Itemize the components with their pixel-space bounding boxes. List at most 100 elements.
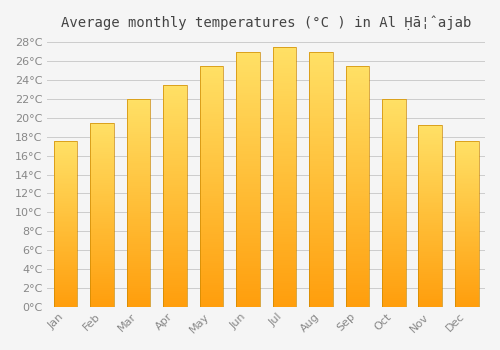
Bar: [200, 275, 224, 278]
Bar: [200, 287, 224, 290]
Bar: [236, 189, 260, 192]
Bar: [418, 229, 442, 231]
Bar: [382, 128, 406, 130]
Bar: [54, 232, 78, 234]
Bar: [455, 234, 478, 236]
Bar: [272, 68, 296, 70]
Bar: [236, 154, 260, 156]
Bar: [272, 260, 296, 262]
Bar: [126, 190, 150, 192]
Bar: [163, 134, 187, 136]
Bar: [346, 273, 369, 275]
Bar: [418, 258, 442, 260]
Bar: [163, 242, 187, 245]
Bar: [346, 90, 369, 92]
Bar: [54, 259, 78, 260]
Bar: [163, 85, 187, 307]
Bar: [54, 164, 78, 166]
Bar: [382, 242, 406, 244]
Bar: [54, 260, 78, 262]
Bar: [418, 156, 442, 158]
Bar: [346, 141, 369, 143]
Bar: [418, 202, 442, 203]
Bar: [272, 226, 296, 229]
Bar: [346, 292, 369, 295]
Bar: [309, 189, 332, 192]
Bar: [382, 166, 406, 168]
Bar: [346, 112, 369, 114]
Bar: [126, 105, 150, 107]
Bar: [200, 223, 224, 225]
Bar: [200, 191, 224, 194]
Bar: [382, 234, 406, 236]
Bar: [418, 296, 442, 298]
Bar: [90, 218, 114, 220]
Bar: [418, 231, 442, 232]
Bar: [309, 299, 332, 302]
Bar: [455, 219, 478, 221]
Bar: [418, 169, 442, 171]
Bar: [90, 272, 114, 274]
Bar: [309, 103, 332, 105]
Bar: [126, 101, 150, 103]
Bar: [200, 109, 224, 112]
Bar: [272, 47, 296, 50]
Bar: [90, 296, 114, 298]
Bar: [382, 141, 406, 142]
Bar: [236, 195, 260, 197]
Bar: [126, 118, 150, 120]
Bar: [309, 90, 332, 92]
Bar: [236, 184, 260, 187]
Bar: [126, 182, 150, 184]
Bar: [200, 179, 224, 182]
Bar: [126, 257, 150, 259]
Bar: [54, 203, 78, 204]
Bar: [126, 195, 150, 197]
Bar: [200, 150, 224, 153]
Bar: [163, 249, 187, 251]
Bar: [236, 210, 260, 212]
Bar: [418, 301, 442, 303]
Bar: [272, 135, 296, 138]
Bar: [272, 190, 296, 193]
Bar: [236, 271, 260, 274]
Bar: [455, 295, 478, 297]
Bar: [382, 282, 406, 284]
Bar: [382, 155, 406, 157]
Bar: [163, 152, 187, 154]
Bar: [236, 174, 260, 177]
Bar: [455, 189, 478, 191]
Bar: [90, 200, 114, 202]
Bar: [163, 200, 187, 202]
Bar: [418, 298, 442, 300]
Bar: [163, 158, 187, 160]
Bar: [382, 118, 406, 120]
Bar: [90, 193, 114, 194]
Bar: [236, 217, 260, 220]
Bar: [309, 161, 332, 164]
Bar: [309, 113, 332, 116]
Bar: [126, 163, 150, 166]
Bar: [90, 237, 114, 239]
Bar: [418, 198, 442, 200]
Bar: [163, 225, 187, 227]
Bar: [236, 177, 260, 179]
Bar: [418, 241, 442, 243]
Bar: [236, 207, 260, 210]
Bar: [90, 224, 114, 226]
Bar: [272, 73, 296, 76]
Bar: [418, 178, 442, 180]
Bar: [236, 164, 260, 167]
Bar: [236, 169, 260, 171]
Bar: [382, 246, 406, 248]
Bar: [163, 296, 187, 298]
Bar: [272, 52, 296, 55]
Bar: [418, 278, 442, 280]
Bar: [54, 249, 78, 251]
Bar: [200, 295, 224, 297]
Bar: [272, 200, 296, 203]
Bar: [272, 104, 296, 107]
Bar: [418, 165, 442, 167]
Bar: [200, 239, 224, 242]
Bar: [272, 294, 296, 296]
